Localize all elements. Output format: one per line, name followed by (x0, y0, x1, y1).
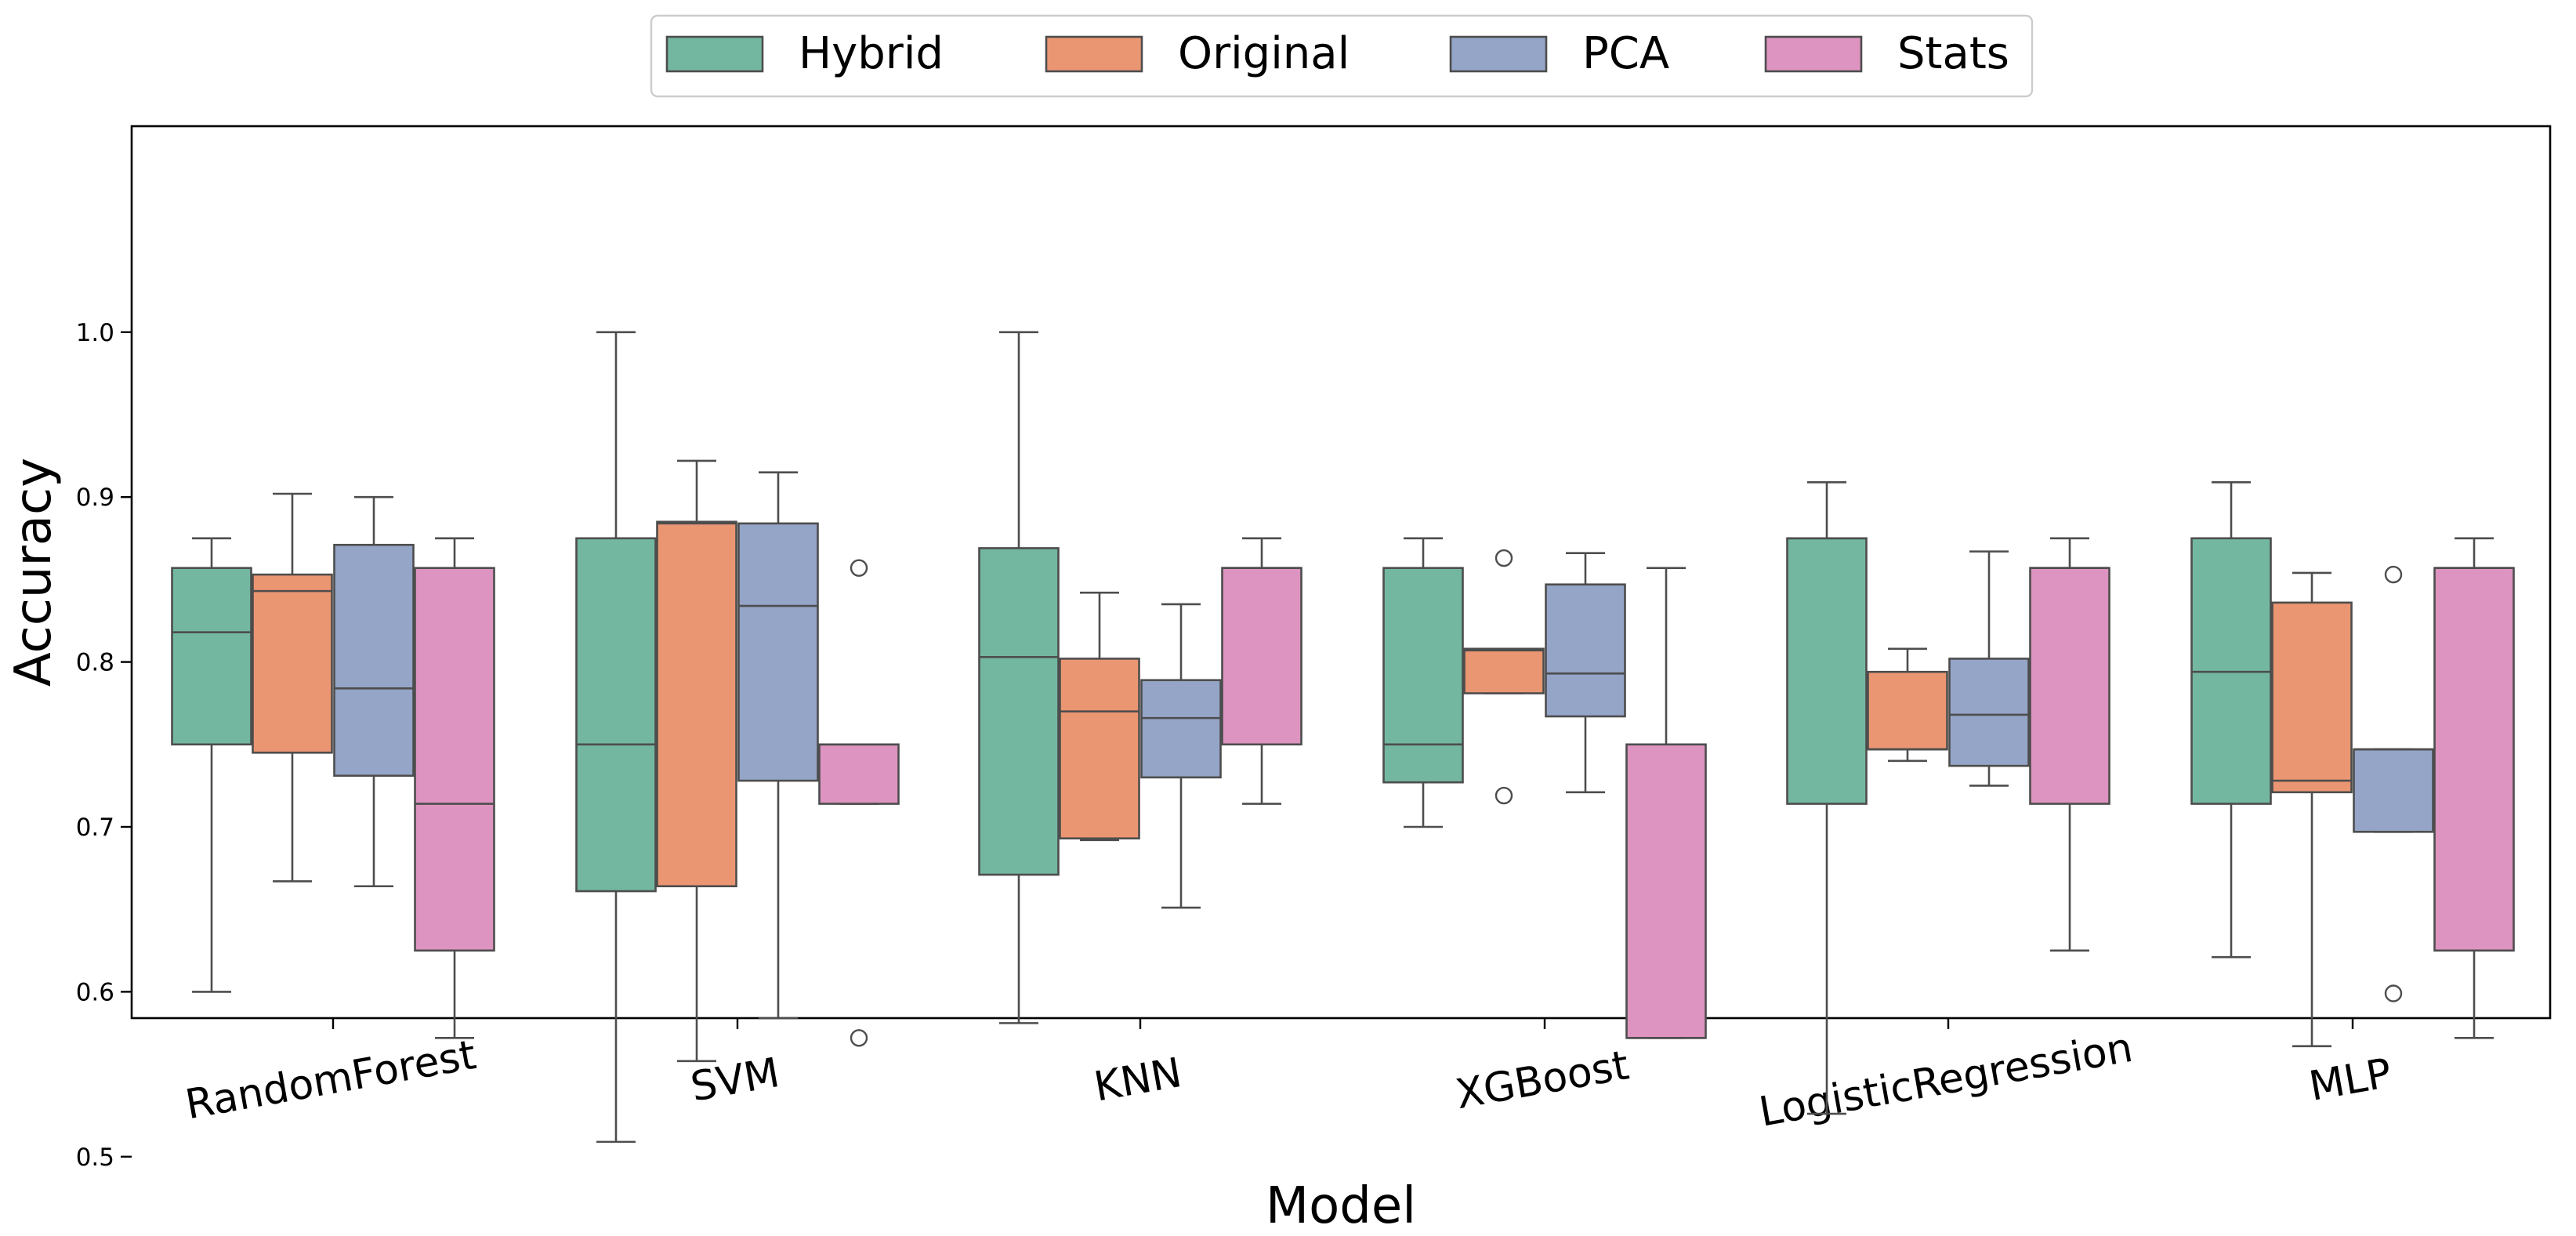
box-body (818, 743, 900, 805)
box-pca-knn (1140, 603, 1222, 909)
legend-item-pca: PCA (1449, 28, 1669, 79)
box-stats-knn (1221, 537, 1302, 805)
box-pca-randomforest (333, 495, 415, 888)
box-hybrid-logisticregression (1786, 480, 1868, 1115)
box-body (1059, 658, 1140, 840)
series-pca (333, 471, 2434, 1020)
legend-swatch (1449, 35, 1548, 73)
box-body (414, 567, 495, 952)
legend-swatch (1764, 35, 1863, 73)
outlier-point (2384, 565, 2403, 584)
plot-area (130, 125, 2552, 1020)
series-stats (414, 537, 2515, 1047)
box-series (171, 331, 2515, 1144)
box-stats-xgboost (1625, 567, 1707, 1039)
outlier-point (2384, 984, 2403, 1002)
box-original-knn (1059, 591, 1140, 842)
box-pca-mlp (2353, 565, 2434, 1002)
legend: Hybrid Original PCA Stats (650, 14, 2034, 98)
outlier-point (1495, 786, 1513, 805)
box-body (1948, 658, 2030, 767)
x-tick-label: KNN (1091, 1049, 1186, 1111)
x-tick-label: RandomForest (182, 1031, 480, 1129)
box-body (575, 537, 657, 893)
x-tick-label: LogisticRegression (1755, 1024, 2136, 1136)
x-tick-label: XGBoost (1452, 1042, 1632, 1118)
box-stats-logisticregression (2029, 537, 2110, 952)
box-original-randomforest (252, 492, 333, 883)
box-body (1463, 647, 1545, 694)
legend-label: PCA (1582, 28, 1669, 79)
box-body (171, 567, 252, 746)
box-body (1140, 679, 1222, 779)
box-body (1867, 670, 1948, 751)
y-tick-label: 1.0 (76, 319, 114, 347)
y-tick-label: 0.5 (76, 1144, 114, 1172)
box-body (1786, 537, 1868, 805)
y-axis: 0.5 0.6 0.7 0.8 0.9 1.0 (76, 319, 132, 1172)
box-hybrid-mlp (2190, 480, 2272, 959)
box-body (2433, 567, 2515, 952)
box-pca-svm (737, 471, 819, 1020)
box-body (978, 547, 1060, 876)
y-tick-label: 0.7 (76, 814, 114, 842)
legend-label: Stats (1897, 28, 2009, 79)
box-hybrid-knn (978, 331, 1060, 1024)
box-stats-randomforest (414, 537, 495, 1039)
legend-item-original: Original (1045, 28, 1350, 79)
series-hybrid (171, 331, 2272, 1144)
x-axis-title: Model (1266, 1177, 1416, 1235)
box-hybrid-xgboost (1382, 537, 1464, 828)
outlier-point (850, 1029, 868, 1047)
box-original-mlp (2271, 571, 2353, 1048)
box-body (333, 543, 415, 777)
box-body (1545, 583, 1626, 718)
y-tick-label: 0.8 (76, 649, 114, 677)
box-stats-svm (818, 559, 900, 1047)
legend-item-hybrid: Hybrid (665, 28, 944, 79)
outlier-point (1495, 549, 1513, 567)
box-body (656, 520, 737, 888)
series-original (252, 459, 2353, 1063)
box-body (252, 573, 333, 754)
box-body (2029, 567, 2110, 805)
box-body (2271, 601, 2353, 794)
outlier-point (850, 559, 868, 577)
box-original-logisticregression (1867, 647, 1948, 763)
legend-swatch (665, 35, 764, 73)
x-axis: RandomForest SVM KNN XGBoost LogisticRegress… (182, 1018, 2395, 1136)
legend-label: Hybrid (799, 28, 944, 79)
legend-label: Original (1178, 28, 1350, 79)
box-body (1221, 567, 1302, 746)
y-tick-label: 0.6 (76, 978, 114, 1006)
box-hybrid-svm (575, 331, 657, 1144)
y-tick-label: 0.9 (76, 484, 114, 512)
box-hybrid-randomforest (171, 537, 252, 993)
box-body (1382, 567, 1464, 784)
box-pca-logisticregression (1948, 550, 2030, 787)
legend-frame (650, 14, 2034, 98)
box-stats-mlp (2433, 537, 2515, 1039)
y-axis-title: Accuracy (5, 458, 63, 687)
box-pca-xgboost (1545, 552, 1626, 794)
box-original-svm (656, 459, 737, 1063)
legend-swatch (1045, 35, 1143, 73)
box-body (1625, 743, 1707, 1039)
box-body (2353, 748, 2434, 833)
box-original-xgboost (1463, 549, 1545, 805)
box-body (737, 522, 819, 782)
legend-item-stats: Stats (1764, 28, 2009, 79)
x-tick-label: SVM (687, 1049, 783, 1111)
x-tick-label: MLP (2306, 1050, 2395, 1111)
